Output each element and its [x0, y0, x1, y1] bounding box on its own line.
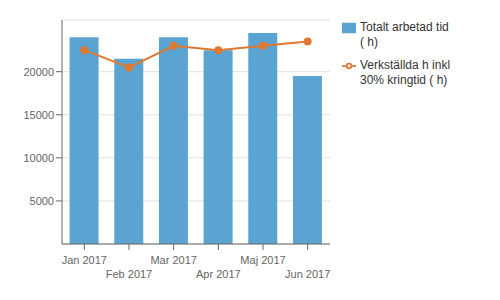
svg-text:20000: 20000 — [23, 66, 54, 78]
html-text:Verkställda h inkl 30% kringti: Verkställda h inkl 30% kringtid ( h) — [360, 58, 450, 87]
svg-text:Feb 2017: Feb 2017 — [106, 268, 152, 280]
svg-text:Maj 2017: Maj 2017 — [240, 254, 285, 266]
svg-text:Mar 2017: Mar 2017 — [150, 254, 196, 266]
svg-text:Jan 2017: Jan 2017 — [62, 254, 107, 266]
svg-text:15000: 15000 — [23, 109, 54, 121]
svg-text:Apr 2017: Apr 2017 — [196, 268, 241, 280]
html-text:Totalt arbetad tid ( h): Totalt arbetad tid ( h) — [360, 20, 449, 49]
svg-text:10000: 10000 — [23, 152, 54, 164]
svg-text:Jun 2017: Jun 2017 — [285, 268, 330, 280]
svg-text:5000: 5000 — [30, 195, 54, 207]
